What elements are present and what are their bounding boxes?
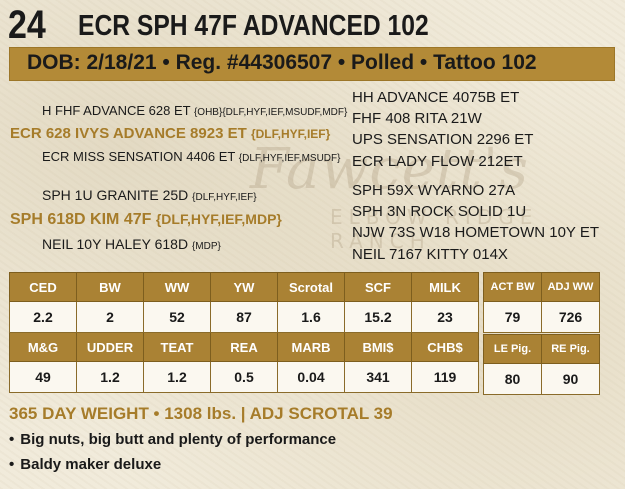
- bullet-dot: •: [9, 456, 15, 473]
- epd-table: CED BW WW YW Scrotal SCF MILK 2.2 2 52 8…: [9, 272, 479, 393]
- pedigree-tag: {DLF,HYF,IEF,MDP}: [155, 211, 282, 227]
- comment-text: Baldy maker deluxe: [20, 456, 162, 473]
- epd-value: 15.2: [344, 301, 412, 333]
- pedigree-dam-sire: SPH 1U GRANITE 25D {DLF,HYF,IEF}: [42, 187, 257, 203]
- animal-name: ECR SPH 47F ADVANCED 102: [78, 10, 429, 42]
- info-bar-text: DOB: 2/18/21 • Reg. #44306507 • Polled •…: [27, 51, 537, 74]
- pedigree-name: SPH 1U GRANITE 25D: [42, 187, 189, 203]
- epd-header: MARB: [277, 332, 345, 362]
- pedigree-ancestor: NJW 73S W18 HOMETOWN 10Y ET: [352, 224, 599, 241]
- epd-header: CED: [9, 272, 77, 302]
- epd-value: 49: [9, 361, 77, 393]
- actuals-header: RE Pig.: [541, 334, 600, 364]
- epd-header: UDDER: [76, 332, 144, 362]
- actuals-table-bottom: LE Pig. RE Pig. 80 90: [483, 334, 600, 395]
- lot-number: 24: [8, 3, 46, 47]
- pedigree-tag: {MDP}: [191, 241, 221, 252]
- actuals-table-top: ACT BW ADJ WW 79 726: [483, 272, 600, 333]
- pedigree-ancestor: SPH 3N ROCK SOLID 1U: [352, 203, 527, 220]
- actuals-value-row: 79 726: [483, 301, 600, 333]
- actuals-header-row: ACT BW ADJ WW: [483, 272, 600, 302]
- pedigree-name: SPH 618D KIM 47F: [10, 211, 152, 228]
- epd-value: 2.2: [9, 301, 77, 333]
- epd-header-row: CED BW WW YW Scrotal SCF MILK: [9, 272, 479, 302]
- actuals-value: 80: [483, 363, 542, 395]
- pedigree-name: ECR MISS SENSATION 4406 ET: [42, 149, 236, 164]
- epd-header: CHB$: [411, 332, 479, 362]
- comment-bullet: • Baldy maker deluxe: [9, 456, 161, 473]
- pedigree-ancestor: NEIL 7167 KITTY 014X: [352, 246, 508, 263]
- actuals-value-row: 80 90: [483, 363, 600, 395]
- epd-value: 87: [210, 301, 278, 333]
- epd-header-row: M&G UDDER TEAT REA MARB BMI$ CHB$: [9, 332, 479, 362]
- epd-value: 23: [411, 301, 479, 333]
- epd-header: M&G: [9, 332, 77, 362]
- pedigree-dam-dam: NEIL 10Y HALEY 618D {MDP}: [42, 236, 221, 252]
- epd-header: TEAT: [143, 332, 211, 362]
- pedigree-tag: {DLF,HYF,IEF}: [192, 192, 257, 203]
- pedigree-ancestor: HH ADVANCE 4075B ET: [352, 89, 520, 106]
- epd-header: Scrotal: [277, 272, 345, 302]
- actuals-value: 79: [483, 301, 542, 333]
- weight-summary: 365 DAY WEIGHT • 1308 lbs. | ADJ SCROTAL…: [9, 404, 393, 423]
- actuals-value: 90: [541, 363, 600, 395]
- epd-value-row: 2.2 2 52 87 1.6 15.2 23: [9, 301, 479, 333]
- pedigree-tag: {DLF,HYF,IEF}: [250, 127, 331, 141]
- epd-header: YW: [210, 272, 278, 302]
- pedigree-sire-sire: H FHF ADVANCE 628 ET {OHB}{DLF,HYF,IEF,M…: [42, 103, 347, 118]
- pedigree-name: NEIL 10Y HALEY 618D: [42, 236, 189, 252]
- pedigree-ancestor: SPH 59X WYARNO 27A: [352, 182, 516, 199]
- epd-value: 1.2: [76, 361, 144, 393]
- epd-value: 52: [143, 301, 211, 333]
- info-bar: DOB: 2/18/21 • Reg. #44306507 • Polled •…: [9, 47, 615, 81]
- comment-text: Big nuts, big butt and plenty of perform…: [20, 431, 337, 448]
- epd-value: 1.6: [277, 301, 345, 333]
- epd-value: 0.5: [210, 361, 278, 393]
- actuals-header: LE Pig.: [483, 334, 542, 364]
- pedigree-ancestor: UPS SENSATION 2296 ET: [352, 131, 534, 148]
- actuals-header-row: LE Pig. RE Pig.: [483, 334, 600, 364]
- pedigree-ancestor: FHF 408 RITA 21W: [352, 110, 482, 127]
- epd-header: WW: [143, 272, 211, 302]
- pedigree-dam: SPH 618D KIM 47F {DLF,HYF,IEF,MDP}: [10, 211, 282, 229]
- pedigree-sire: ECR 628 IVYS ADVANCE 8923 ET {DLF,HYF,IE…: [10, 125, 330, 142]
- epd-value-row: 49 1.2 1.2 0.5 0.04 341 119: [9, 361, 479, 393]
- epd-header: MILK: [411, 272, 479, 302]
- pedigree-name: H FHF ADVANCE 628 ET: [42, 103, 191, 118]
- epd-value: 0.04: [277, 361, 345, 393]
- actuals-value: 726: [541, 301, 600, 333]
- pedigree-tag: {DLF,HYF,IEF,MSUDF}: [238, 153, 341, 164]
- epd-value: 119: [411, 361, 479, 393]
- epd-header: BW: [76, 272, 144, 302]
- bullet-dot: •: [9, 431, 15, 448]
- epd-value: 341: [344, 361, 412, 393]
- epd-header: REA: [210, 332, 278, 362]
- pedigree-sire-dam: ECR MISS SENSATION 4406 ET {DLF,HYF,IEF,…: [42, 149, 340, 164]
- epd-header: SCF: [344, 272, 412, 302]
- epd-header: BMI$: [344, 332, 412, 362]
- pedigree-name: ECR 628 IVYS ADVANCE 8923 ET: [10, 125, 247, 142]
- epd-value: 1.2: [143, 361, 211, 393]
- actuals-header: ACT BW: [483, 272, 542, 302]
- epd-value: 2: [76, 301, 144, 333]
- actuals-header: ADJ WW: [541, 272, 600, 302]
- pedigree-ancestor: ECR LADY FLOW 212ET: [352, 153, 523, 170]
- comment-bullet: • Big nuts, big butt and plenty of perfor…: [9, 431, 336, 448]
- pedigree-tag: {OHB}{DLF,HYF,IEF,MSUDF,MDF}: [193, 107, 348, 118]
